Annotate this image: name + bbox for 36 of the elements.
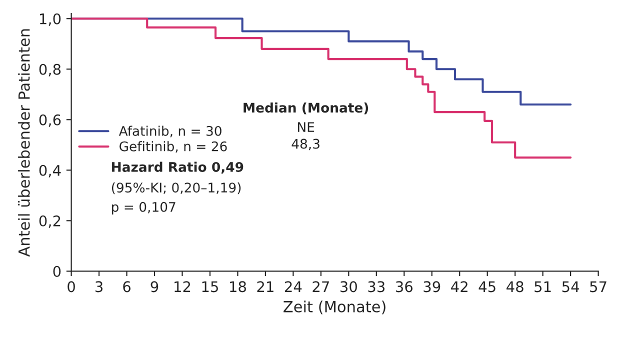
y-tick-label: 0 [53,266,61,277]
x-tick-label: 15 [202,281,218,292]
x-tick-label: 36 [396,281,412,292]
y-tick-label: 1,0 [40,13,61,26]
x-tick-label: 51 [534,281,551,292]
x-axis-title: Zeit (Monate) [284,300,386,314]
x-tick-label: 6 [123,281,130,292]
legend-label: Gefitinib, n = 26 [120,141,227,153]
x-tick-label: 3 [96,281,103,292]
x-tick-label: 12 [174,281,190,292]
legend-label: Afatinib, n = 30 [118,126,222,138]
x-tick-label: 48 [506,281,524,292]
x-tick-label: 39 [424,281,440,292]
x-tick-label: 57 [590,281,606,292]
annotation: Median (Monate) [244,102,368,114]
x-tick-label: 45 [478,281,496,292]
x-tick-label: 0 [68,281,75,292]
y-tick-label: 0,8 [39,64,61,76]
y-tick-label: 0,2 [39,215,60,228]
x-tick-label: 42 [451,281,468,292]
y-tick-label: 0,6 [39,114,61,127]
y-axis-title: Anteil überlebender Patienten [18,29,30,257]
x-tick-label: 18 [230,281,246,292]
x-tick-label: 54 [562,281,580,292]
x-tick-label: 27 [312,281,329,292]
x-tick-label: 33 [368,281,385,292]
annotation: Hazard Ratio 0,49 [112,162,244,174]
x-tick-label: 21 [257,281,274,292]
x-tick-label: 30 [340,281,357,292]
x-tick-label: 24 [284,281,302,292]
annotation: (95%-KI; 0,20–1,19) [112,182,241,194]
annotation: NE [298,122,314,132]
y-tick-label: 0,4 [39,164,61,178]
annotation: 48,3 [292,138,320,150]
x-tick-label: 9 [150,281,158,292]
annotation: p = 0,107 [112,202,176,214]
